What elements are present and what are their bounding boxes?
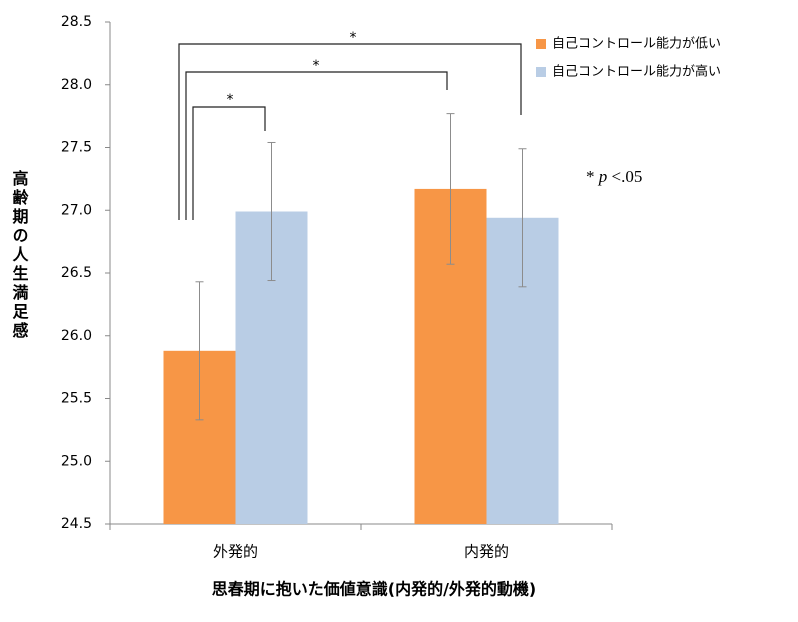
y-tick-label: 27.5 (61, 140, 92, 156)
y-tick-label: 27.0 (61, 202, 92, 218)
bracket (185, 71, 448, 220)
y-tick-label: 28.5 (61, 14, 92, 30)
x-tick-label: 外発的 (213, 543, 258, 561)
legend-swatch (536, 67, 546, 77)
x-axis-title: 思春期に抱いた価値意識(内発的/外発的動機) (212, 580, 536, 599)
y-tick-label: 25.5 (61, 391, 92, 407)
y-tick-label: 28.0 (61, 77, 92, 93)
y-axis-title: 高齢期の人生満足感 (10, 169, 29, 341)
note: * p <.05 (586, 167, 642, 186)
legend-label: 自己コントロール能力が高い (552, 64, 721, 80)
note-rest: <.05 (612, 167, 643, 186)
note-mark: * (586, 167, 595, 186)
legend-label: 自己コントロール能力が低い (552, 37, 721, 52)
significance-star: * (313, 58, 320, 74)
y-tick-label: 26.0 (61, 328, 92, 344)
bracket (178, 43, 522, 220)
y-tick-label: 25.0 (61, 453, 92, 469)
legend-swatch (536, 39, 546, 49)
y-tick-label: 26.5 (61, 265, 92, 281)
significance-star: * (227, 92, 234, 108)
significance-star: * (350, 30, 357, 46)
x-tick-label: 内発的 (464, 543, 509, 561)
y-tick-label: 24.5 (61, 516, 92, 532)
bracket (192, 106, 266, 220)
note-p: p (598, 167, 608, 186)
